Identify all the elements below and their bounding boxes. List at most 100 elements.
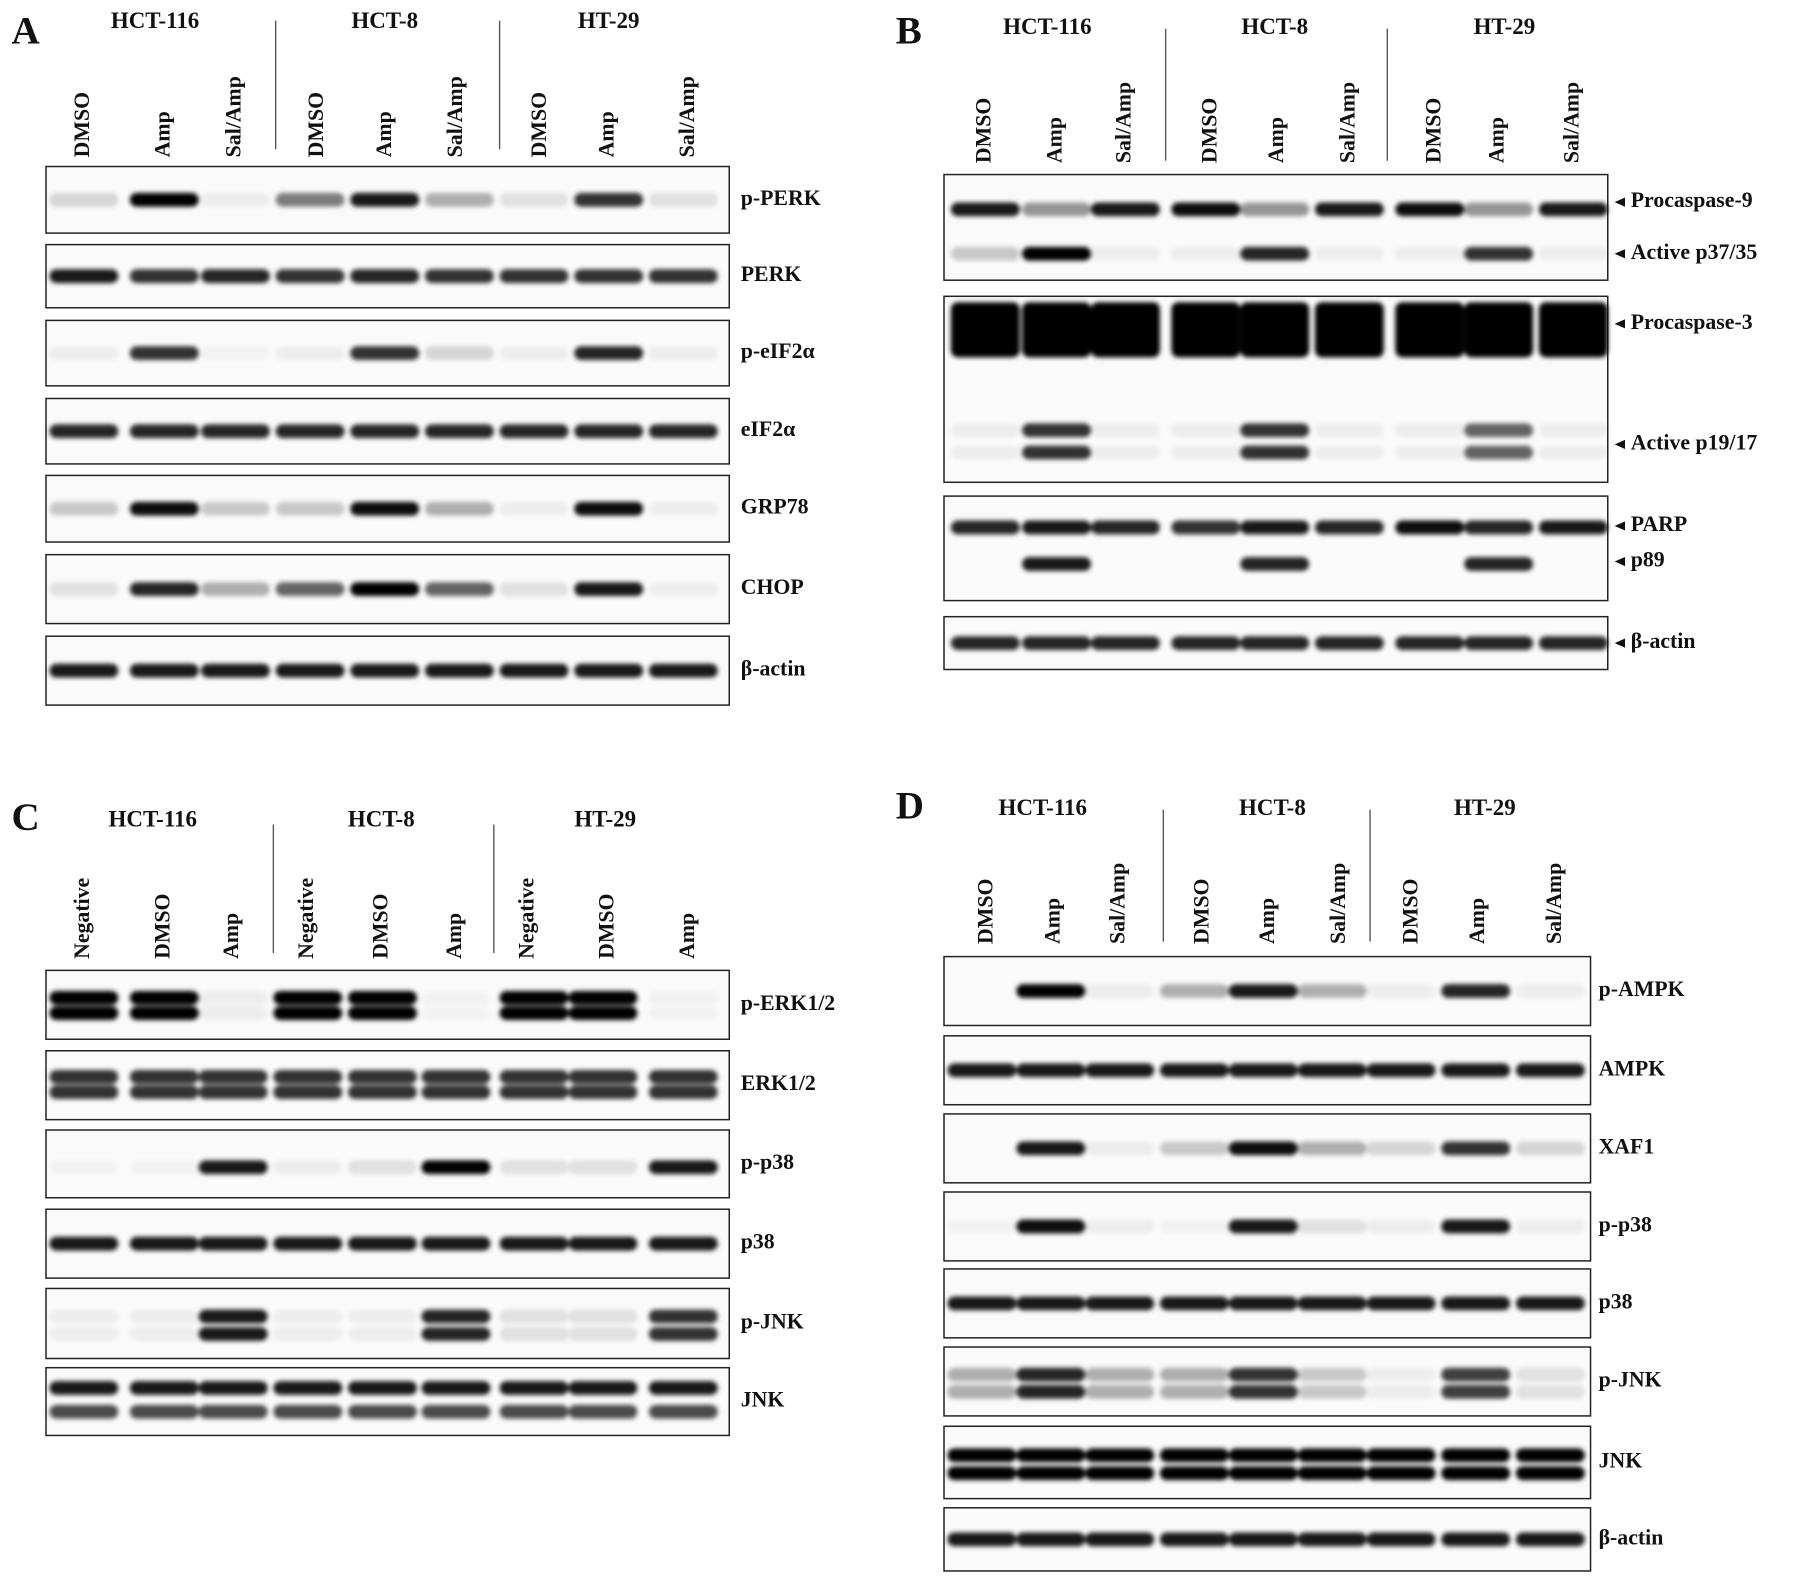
band bbox=[348, 1327, 417, 1341]
band bbox=[1085, 1219, 1155, 1234]
band bbox=[421, 1327, 491, 1341]
band bbox=[1159, 1141, 1229, 1156]
band bbox=[201, 346, 270, 360]
band bbox=[1016, 1384, 1086, 1399]
band bbox=[1441, 1219, 1511, 1234]
band bbox=[1228, 984, 1298, 998]
bands bbox=[947, 1532, 1585, 1547]
band bbox=[49, 582, 119, 597]
band bbox=[499, 663, 569, 678]
band bbox=[421, 1309, 491, 1324]
band bbox=[350, 663, 420, 678]
band bbox=[574, 269, 644, 284]
band bbox=[422, 991, 491, 1005]
band bbox=[1297, 984, 1367, 998]
cell-line-label: HT-29 bbox=[1454, 795, 1516, 820]
band bbox=[649, 1006, 718, 1020]
blot-label: p-JNK bbox=[1599, 1367, 1662, 1391]
blot-label: β-actin bbox=[1631, 629, 1696, 653]
band bbox=[129, 192, 199, 207]
blot-box bbox=[943, 173, 1609, 281]
band bbox=[129, 582, 199, 597]
band bbox=[129, 424, 199, 439]
band bbox=[1515, 1466, 1585, 1481]
band bbox=[1464, 423, 1534, 438]
band bbox=[950, 445, 1020, 460]
bands bbox=[49, 346, 718, 361]
band bbox=[348, 1006, 417, 1020]
lane-label: Sal/Amp bbox=[1559, 82, 1583, 163]
cell-line-label: HCT-8 bbox=[348, 806, 415, 831]
band bbox=[499, 1085, 569, 1099]
band bbox=[1022, 302, 1091, 358]
band bbox=[273, 1327, 343, 1341]
band bbox=[1240, 302, 1310, 358]
band bbox=[49, 1160, 118, 1174]
band bbox=[499, 1404, 569, 1419]
band bbox=[275, 424, 345, 439]
band bbox=[648, 192, 718, 207]
band bbox=[648, 424, 718, 439]
band bbox=[950, 302, 1020, 358]
band bbox=[1240, 445, 1310, 460]
bands bbox=[950, 202, 1608, 261]
band bbox=[201, 192, 270, 207]
band bbox=[1090, 445, 1160, 460]
band bbox=[421, 1070, 491, 1084]
band bbox=[1085, 1466, 1155, 1481]
band bbox=[1090, 302, 1160, 358]
band bbox=[1228, 1384, 1298, 1399]
band bbox=[1464, 246, 1534, 261]
band bbox=[499, 346, 569, 361]
band bbox=[348, 991, 417, 1005]
band bbox=[1515, 1384, 1585, 1399]
band bbox=[1441, 1367, 1511, 1382]
lane-label: DMSO bbox=[70, 92, 94, 157]
band bbox=[424, 192, 494, 207]
lane-label: Amp bbox=[675, 913, 699, 959]
band bbox=[1171, 445, 1241, 460]
band bbox=[421, 1404, 491, 1419]
band bbox=[198, 1236, 268, 1251]
band bbox=[129, 1236, 199, 1251]
band bbox=[574, 582, 644, 597]
band bbox=[49, 1236, 119, 1251]
band bbox=[1366, 1532, 1436, 1547]
band bbox=[1022, 423, 1091, 438]
band bbox=[350, 192, 420, 207]
lane-label: Amp bbox=[1485, 117, 1509, 163]
band bbox=[1538, 520, 1608, 535]
band bbox=[424, 663, 494, 678]
band bbox=[49, 991, 119, 1005]
band bbox=[947, 1063, 1017, 1078]
band bbox=[129, 991, 199, 1005]
band bbox=[1464, 302, 1534, 358]
band bbox=[1159, 1532, 1229, 1547]
band bbox=[129, 1006, 199, 1020]
band bbox=[648, 1309, 718, 1324]
band bbox=[1515, 1063, 1585, 1078]
band bbox=[1022, 445, 1091, 460]
band bbox=[1464, 636, 1534, 650]
band bbox=[648, 1404, 718, 1419]
band bbox=[348, 1404, 417, 1419]
bands bbox=[950, 520, 1608, 571]
band bbox=[1366, 1466, 1436, 1481]
band bbox=[1314, 302, 1384, 358]
band bbox=[1314, 202, 1384, 217]
band bbox=[1090, 423, 1160, 438]
band bbox=[1395, 246, 1465, 261]
band bbox=[1016, 1063, 1086, 1078]
band bbox=[499, 991, 569, 1005]
band bbox=[421, 1236, 491, 1251]
band bbox=[1297, 1296, 1367, 1311]
bands bbox=[49, 192, 718, 207]
lane-label: Sal/Amp bbox=[1326, 863, 1350, 944]
band bbox=[1016, 1296, 1086, 1311]
band bbox=[1314, 636, 1384, 650]
band bbox=[1464, 202, 1534, 217]
bands bbox=[49, 991, 718, 1020]
lane-label: Amp bbox=[1264, 117, 1288, 163]
lane-label: Sal/Amp bbox=[1542, 863, 1566, 944]
